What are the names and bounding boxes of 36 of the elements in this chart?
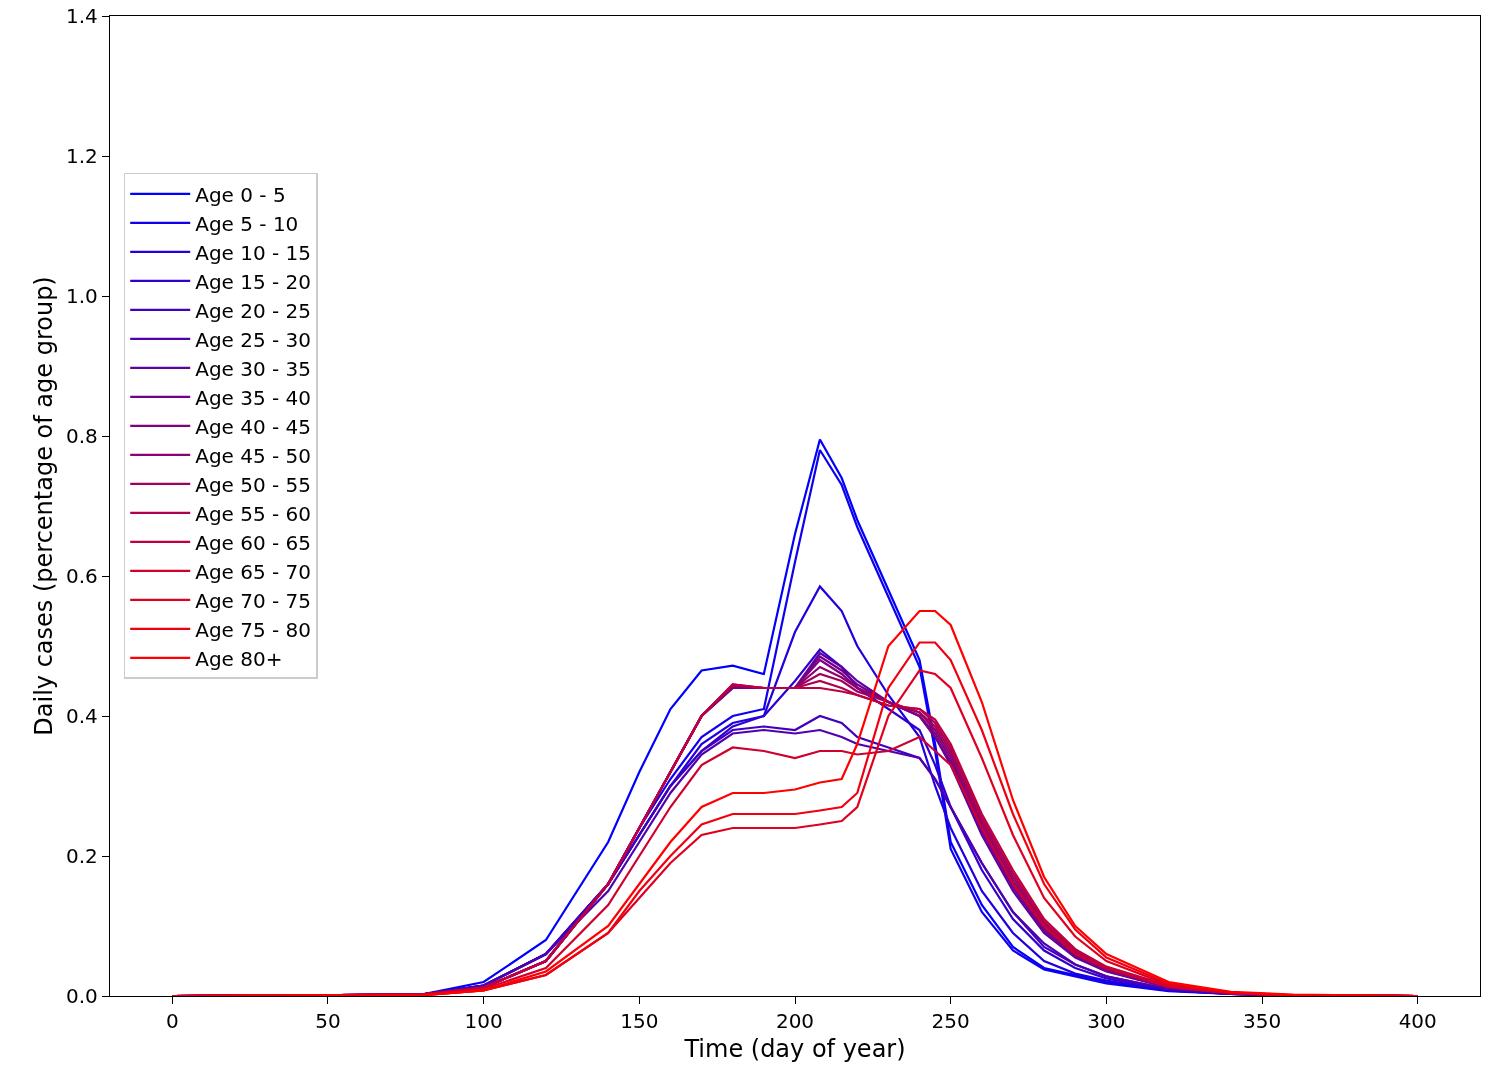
y-tick-label: 1.4 [66,4,98,28]
legend-label: Age 55 - 60 [195,501,312,526]
x-tick-label: 200 [775,1009,815,1034]
x-tick-label: 100 [464,1009,503,1034]
y-tick-label: 0.6 [66,564,98,588]
legend-label: Age 25 - 30 [195,327,312,352]
x-tick-label: 0 [165,1009,179,1034]
legend-label: Age 5 - 10 [195,211,299,236]
legend-label: Age 40 - 45 [195,414,312,439]
y-tick-label: 0.2 [66,844,98,868]
legend-label: Age 75 - 80 [195,617,312,642]
legend-label: Age 0 - 5 [195,182,286,207]
x-axis-title: Time (day of year) [683,1035,906,1064]
y-tick-label: 0.8 [66,424,98,448]
y-tick-label: 1.2 [66,144,98,168]
x-tick-label: 350 [1242,1009,1282,1034]
legend-label: Age 15 - 20 [195,269,312,294]
legend-label: Age 60 - 65 [195,530,312,555]
x-tick-label: 150 [620,1009,659,1034]
legend-label: Age 50 - 55 [195,472,312,497]
legend-label: Age 70 - 75 [195,588,312,613]
legend-label: Age 35 - 40 [195,385,312,410]
y-tick-label: 1.0 [66,284,98,308]
y-tick-label: 0.4 [66,704,98,728]
legend-label: Age 45 - 50 [195,443,312,468]
x-tick-label: 250 [931,1009,970,1034]
x-tick-label: 50 [315,1009,341,1034]
legend-label: Age 30 - 35 [195,356,312,381]
x-tick-label: 300 [1087,1009,1126,1034]
legend-label: Age 10 - 15 [195,240,312,265]
legend-label: Age 20 - 25 [195,298,312,323]
legend-label: Age 80+ [195,646,283,671]
y-tick-label: 0.0 [66,984,98,1008]
legend-label: Age 65 - 70 [195,559,312,584]
y-axis-title: Daily cases (percentage of age group) [30,276,59,736]
x-tick-label: 400 [1398,1009,1437,1034]
